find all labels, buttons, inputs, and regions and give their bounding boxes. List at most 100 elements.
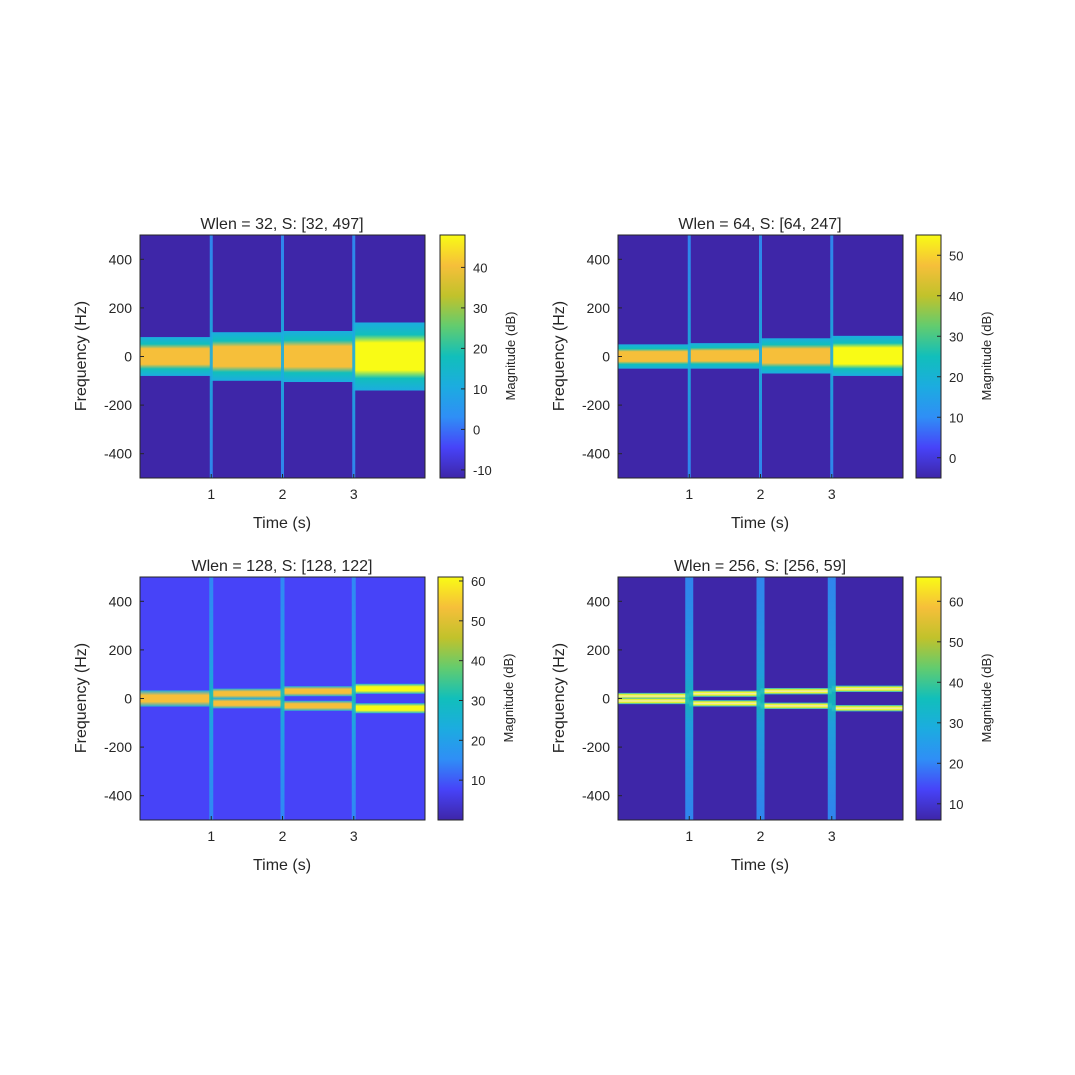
energy-band-segment-2 — [211, 332, 283, 381]
y-axis-label: Frequency (Hz) — [73, 301, 90, 411]
energy-band-segment-1 — [140, 337, 212, 376]
colorbar-tick-label: 10 — [471, 773, 485, 788]
y-tick-label: 200 — [109, 642, 133, 658]
transition-spike-3 — [830, 235, 834, 478]
y-tick-label: -400 — [104, 788, 132, 804]
axis-ticks: 1 2 3 400 200 0 -200 -400 — [582, 251, 836, 502]
y-tick-label: 400 — [587, 251, 611, 267]
colorbar-frame — [915, 576, 942, 821]
colorbar-tick-label: 10 — [949, 410, 963, 425]
y-axis-label: Frequency (Hz) — [551, 643, 568, 753]
y-tick-label: 400 — [109, 593, 133, 609]
transition-spike-3 — [351, 577, 356, 820]
transition-spike-3 — [352, 235, 356, 478]
colorbar-frame — [915, 234, 942, 479]
colorbar-tick-label: 30 — [949, 329, 963, 344]
transition-spike-2 — [281, 235, 284, 478]
y-tick-label: 400 — [109, 251, 133, 267]
x-axis-label: Time (s) — [731, 515, 789, 532]
energy-band-segment-4 — [831, 335, 903, 376]
transition-spike-2 — [759, 235, 762, 478]
transition-spike-2 — [280, 577, 285, 820]
transition-spike-3 — [827, 577, 836, 820]
subplot-wlen-32: Wlen = 32, S: [32, 497] 1 2 34002000-200-4… — [73, 216, 518, 532]
colorbar-label: Magnitude (dB) — [503, 312, 518, 401]
spectrogram-heatmap — [140, 235, 425, 478]
y-tick-label: -200 — [104, 739, 132, 755]
spectrogram-heatmap — [618, 577, 903, 820]
tone-line — [618, 697, 690, 705]
colorbar-tick-label: 40 — [473, 260, 487, 275]
colorbar-tick-label: 30 — [473, 301, 487, 316]
energy-band-segment-3 — [760, 338, 832, 374]
x-tick-label: 1 — [207, 486, 215, 502]
colorbar: 60 50 40 30 20 10 — [437, 574, 485, 821]
x-tick-label: 2 — [757, 486, 765, 502]
y-tick-label: 0 — [602, 349, 610, 365]
subplot-title: Wlen = 32, S: [32, 497] — [200, 216, 363, 233]
axis-ticks: 1 2 3 400 200 0 -200 -400 — [582, 593, 836, 844]
colorbar-tick-label: 50 — [949, 248, 963, 263]
x-tick-label: 1 — [685, 828, 693, 844]
y-axis-label: Frequency (Hz) — [551, 301, 568, 411]
transition-spike-1 — [209, 235, 213, 478]
tone-line — [618, 692, 690, 700]
x-tick-label: 2 — [279, 486, 287, 502]
colorbar-tick-label: 10 — [473, 382, 487, 397]
colorbar-tick-label: 30 — [471, 693, 485, 708]
transition-spike-2 — [756, 577, 765, 820]
x-axis-label: Time (s) — [731, 857, 789, 874]
tone-line — [211, 698, 283, 709]
energy-band-segment-1 — [618, 344, 690, 369]
energy-band-segment-2 — [689, 343, 761, 369]
x-tick-label: 1 — [685, 486, 693, 502]
colorbar-tick-label: 60 — [949, 594, 963, 609]
colorbar-tick-label: 60 — [471, 574, 485, 589]
colorbar-frame — [439, 234, 466, 479]
x-tick-label: 3 — [828, 486, 836, 502]
plot-frame — [617, 576, 904, 821]
axis-ticks: 1 2 3 400 200 0 -200 -400 — [104, 251, 358, 502]
x-tick-label: 3 — [350, 486, 358, 502]
colorbar-tick-label: 20 — [471, 733, 485, 748]
energy-band-segment-4 — [353, 322, 425, 391]
tone-line — [353, 703, 425, 714]
subplot-wlen-256: Wlen = 256, S: [256, 59] 1 2 3 400 200 0 -200 -… — [551, 558, 994, 874]
tone-line — [140, 690, 212, 707]
colorbar-tick-label: -10 — [473, 463, 492, 478]
spectrogram-heatmap — [140, 577, 425, 820]
y-axis-label: Frequency (Hz) — [73, 643, 90, 753]
colorbar-frame — [437, 576, 464, 821]
y-tick-label: 200 — [587, 300, 611, 316]
plot-frame — [139, 234, 426, 479]
transition-spike-1 — [687, 235, 691, 478]
x-axis-label: Time (s) — [253, 857, 311, 874]
colorbar: 50 40 30 20 10 0 — [915, 234, 963, 479]
colorbar-tick-label: 50 — [471, 614, 485, 629]
colorbar-tick-label: 50 — [949, 635, 963, 650]
colorbar: 40 30 20 10 0 -10 — [439, 234, 492, 479]
colorbar-tick-label: 40 — [949, 675, 963, 690]
x-tick-label: 1 — [207, 828, 215, 844]
tone-line — [760, 702, 832, 710]
y-tick-label: -400 — [582, 446, 610, 462]
tone-line — [282, 700, 354, 711]
colorbar-gradient — [916, 577, 941, 820]
y-tick-label: -200 — [582, 397, 610, 413]
subplot-title: Wlen = 128, S: [128, 122] — [191, 558, 372, 575]
colorbar-tick-label: 0 — [473, 422, 480, 437]
y-tick-label: -200 — [104, 397, 132, 413]
colorbar-tick-label: 20 — [949, 756, 963, 771]
x-axis-label: Time (s) — [253, 515, 311, 532]
axis-ticks: 1 2 3 400 200 0 -200 -400 — [104, 593, 358, 844]
tone-line — [689, 700, 761, 707]
colorbar-gradient — [438, 577, 463, 820]
y-tick-label: 400 — [587, 593, 611, 609]
subplot-title: Wlen = 256, S: [256, 59] — [674, 558, 846, 575]
tone-line — [760, 687, 832, 695]
tone-line — [831, 705, 903, 712]
y-tick-label: -400 — [104, 446, 132, 462]
energy-band-segment-3 — [282, 330, 354, 383]
colorbar-tick-label: 0 — [949, 451, 956, 466]
